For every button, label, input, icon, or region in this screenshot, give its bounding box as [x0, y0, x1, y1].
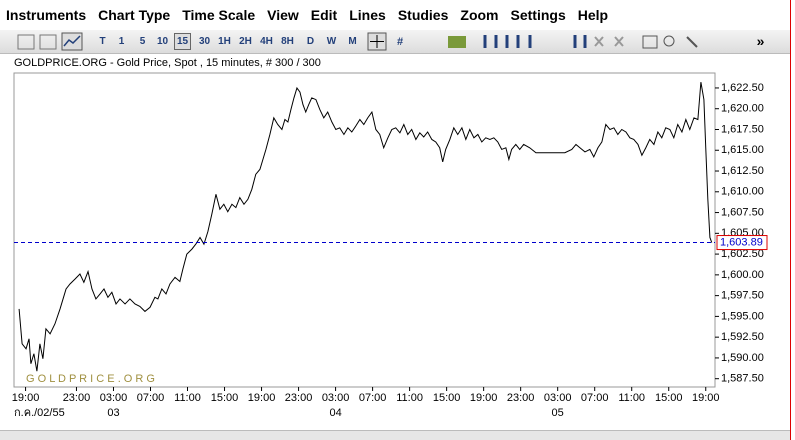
timeframe-button[interactable]: 30	[198, 36, 211, 47]
icon-crosshair-glyph	[370, 35, 384, 48]
x-tick-label: 03:00	[322, 392, 350, 404]
x-tick-label: 07:00	[137, 392, 165, 404]
x-tick-label: 07:00	[359, 392, 387, 404]
icon-line-glyph	[63, 35, 81, 47]
watermark: G O L D P R I C E . O R G	[26, 373, 155, 385]
date-label: 03	[107, 407, 119, 419]
toolbar: # T 1 5 10 15 30 1H 2H 4H 8H D W M»	[0, 30, 790, 54]
x-tick-label: 15:00	[211, 392, 239, 404]
menu-item[interactable]: Edit	[310, 7, 338, 23]
x-tick-label: 19:00	[470, 392, 498, 404]
last-price-box	[716, 235, 768, 251]
timeframe-button[interactable]: 2H	[239, 36, 252, 47]
x-tick-label: 03:00	[544, 392, 572, 404]
y-tick-label: 1,610.00	[721, 186, 764, 198]
chart-title: GOLDPRICE.ORG - Gold Price, Spot , 15 mi…	[14, 57, 321, 69]
icon-delete[interactable]	[594, 36, 624, 47]
x-tick-label: 03:00	[100, 392, 128, 404]
x-tick-label: 11:00	[618, 392, 645, 404]
price-line	[18, 82, 713, 372]
menu-item[interactable]: View	[267, 7, 299, 23]
icon-bars[interactable]	[39, 34, 57, 50]
x-tick-label: 11:00	[174, 392, 201, 404]
status-bar	[0, 430, 790, 440]
icon-candles[interactable]	[17, 34, 35, 50]
y-tick-label: 1,615.00	[721, 144, 764, 156]
y-tick-label: 1,600.00	[721, 269, 764, 281]
x-tick-label: 15:00	[433, 392, 461, 404]
icon-volume[interactable]	[448, 36, 466, 48]
timeframe-button[interactable]: 8H	[281, 36, 294, 47]
icon-grid[interactable]: #	[397, 36, 403, 48]
timeframe-button[interactable]: M	[348, 36, 357, 47]
timeframe-button[interactable]: 1H	[218, 36, 231, 47]
y-tick-label: 1,595.00	[721, 310, 764, 322]
y-tick-label: 1,622.50	[721, 82, 764, 94]
last-price-label: 1,603.89	[720, 236, 763, 248]
y-tick-label: 1,587.50	[721, 373, 764, 385]
timeframe-button[interactable]: 10	[156, 36, 169, 47]
x-tick-label: 23:00	[63, 392, 91, 404]
date-label: 04	[329, 407, 341, 419]
timeframe-button[interactable]: 1	[118, 36, 125, 47]
more-button[interactable]: »	[756, 33, 765, 49]
menu-item[interactable]: Time Scale	[182, 7, 256, 23]
y-tick-label: 1,612.50	[721, 165, 764, 177]
x-tick-label: 19:00	[12, 392, 40, 404]
menu-item[interactable]: Zoom	[460, 7, 499, 23]
icon-tools[interactable]	[686, 36, 698, 48]
x-tick-label: 07:00	[581, 392, 609, 404]
menu-item[interactable]: Help	[577, 7, 609, 23]
y-tick-label: 1,617.50	[721, 123, 764, 135]
menu-item[interactable]: Settings	[510, 7, 566, 23]
x-tick-label: 15:00	[655, 392, 683, 404]
menu-item[interactable]: Lines	[349, 7, 386, 23]
timeframe-button[interactable]: T	[99, 36, 106, 47]
date-label: 05	[552, 407, 564, 419]
window-border	[790, 0, 791, 440]
timeframe-button[interactable]: 15	[174, 33, 191, 50]
timeframe-button[interactable]: D	[306, 36, 315, 47]
y-tick-label: 1,590.00	[721, 352, 764, 364]
toolbar-tools: #	[367, 32, 698, 51]
menu-item[interactable]: Chart Type	[98, 7, 171, 23]
x-tick-label: 19:00	[692, 392, 720, 404]
menu-item[interactable]: Instruments	[6, 7, 87, 23]
toolbar-icons	[17, 32, 83, 51]
y-tick-label: 1,620.00	[721, 103, 764, 115]
x-tick-label: 23:00	[285, 392, 313, 404]
menu-item[interactable]: Studies	[397, 7, 449, 23]
icon-zoom[interactable]	[663, 35, 675, 47]
timeframe-button[interactable]: 5	[139, 36, 146, 47]
x-tick-label: 23:00	[507, 392, 535, 404]
y-tick-label: 1,607.50	[721, 206, 764, 218]
chart: GOLDPRICE.ORG - Gold Price, Spot , 15 mi…	[12, 57, 768, 419]
icon-studies[interactable]	[483, 35, 587, 48]
timeframe-button[interactable]: W	[326, 36, 337, 47]
y-tick-label: 1,597.50	[721, 290, 764, 302]
y-tick-label: 1,592.50	[721, 331, 764, 343]
icon-print[interactable]	[642, 35, 658, 49]
date-label: ก.ค./02/55	[14, 407, 65, 419]
timeframe-button[interactable]: 4H	[260, 36, 273, 47]
x-tick-label: 11:00	[396, 392, 423, 404]
x-tick-label: 19:00	[248, 392, 276, 404]
y-tick-label: 1,602.50	[721, 248, 764, 260]
plot-area	[13, 72, 716, 388]
menu-bar: Instruments Chart Type Time Scale View Edit L…	[0, 0, 790, 30]
